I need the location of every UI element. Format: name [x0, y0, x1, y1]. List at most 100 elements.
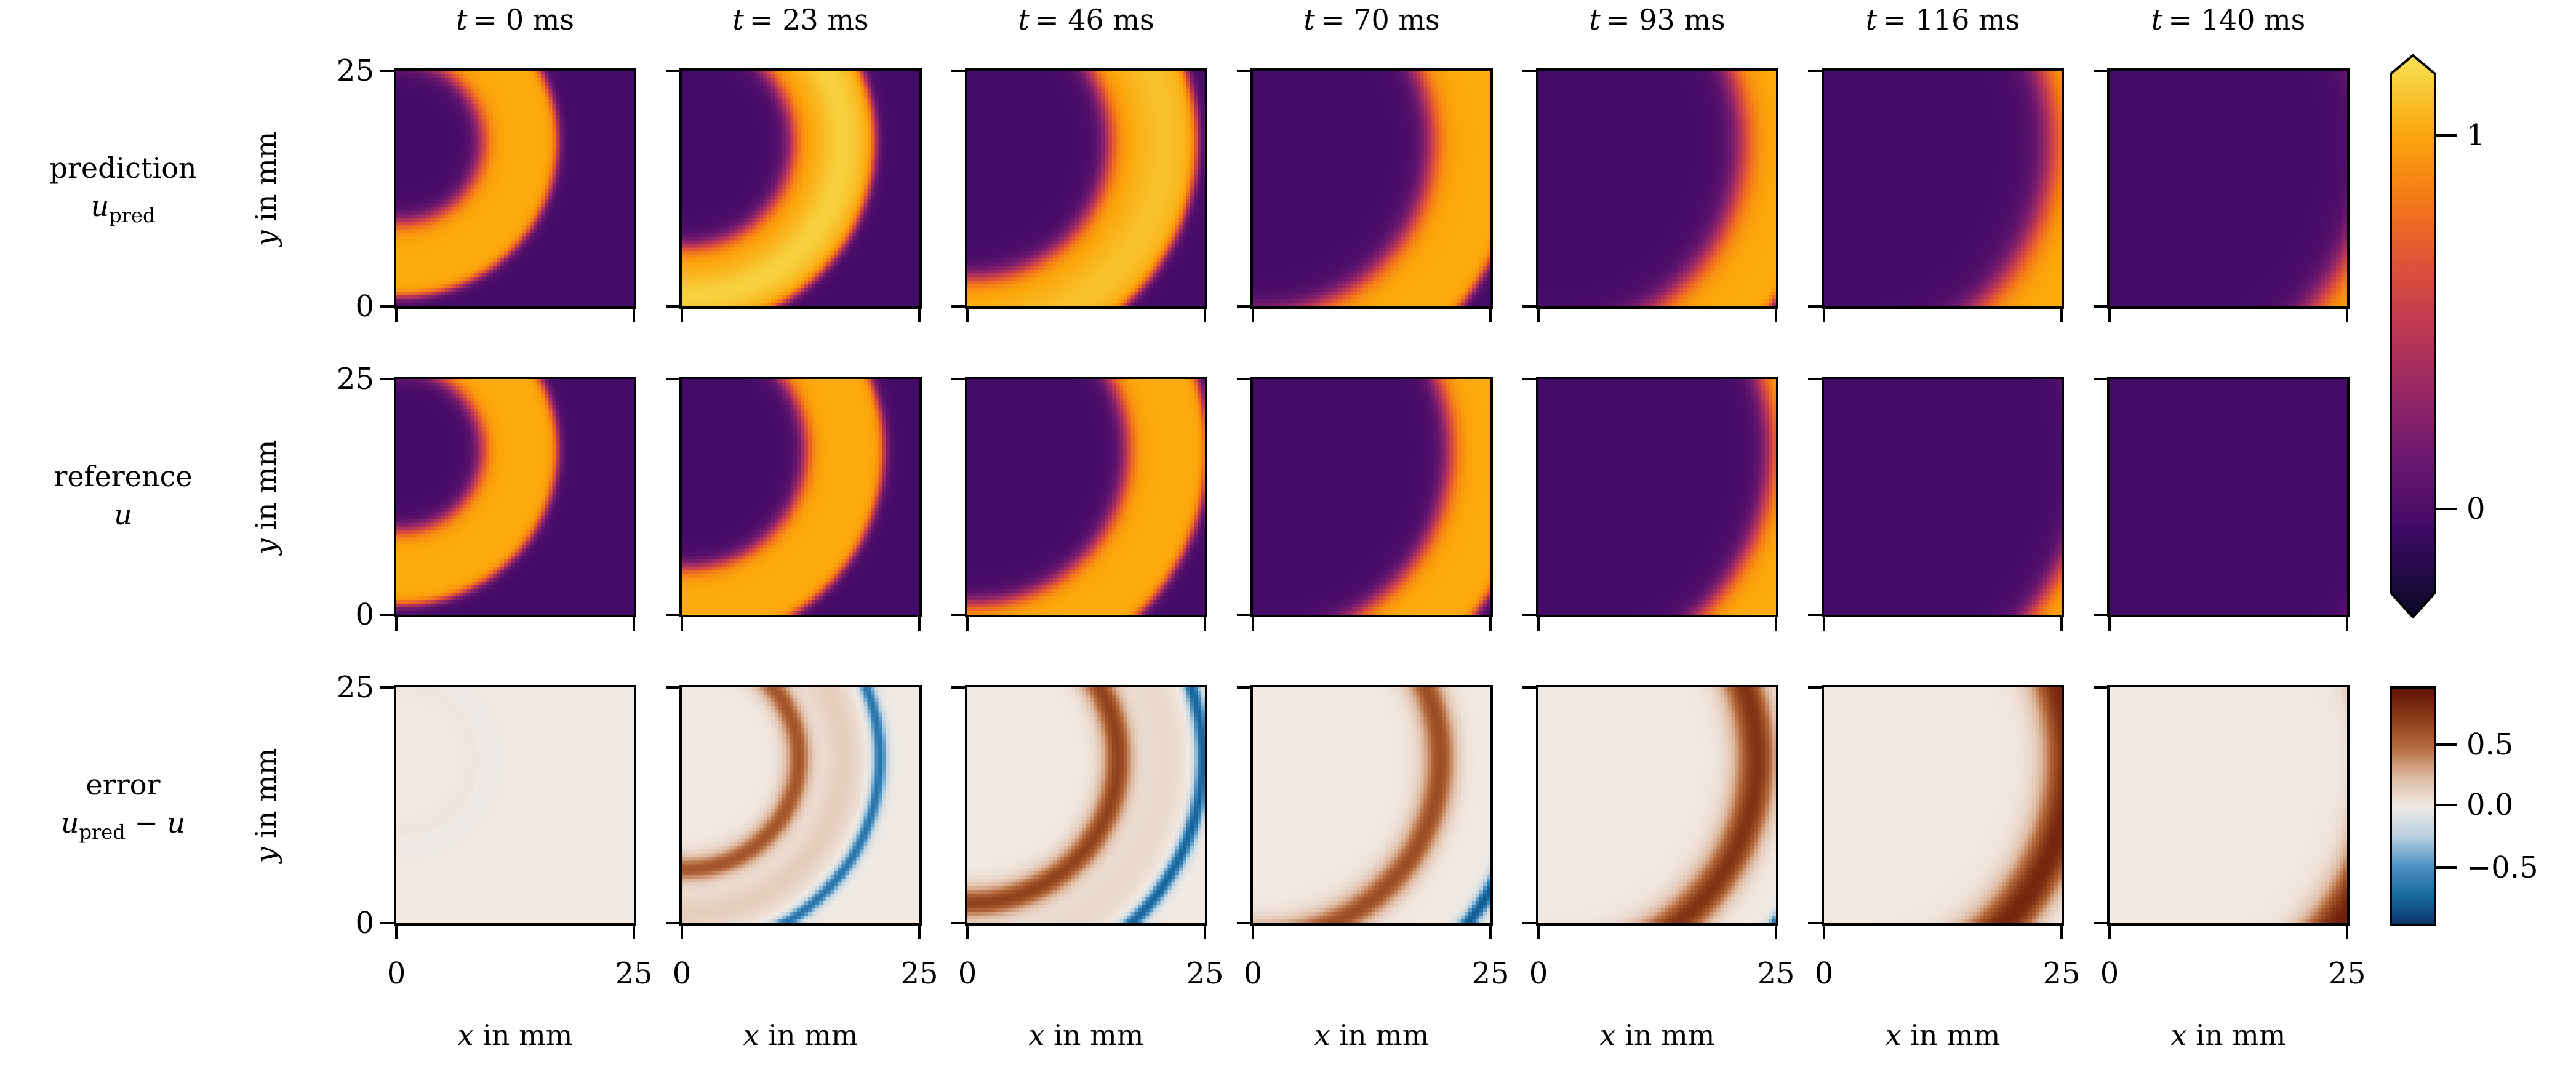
x-axis-tick	[2108, 923, 2111, 939]
colorbar-error-tick-label: 0.0	[2466, 788, 2514, 822]
heatmap-canvas	[967, 379, 1205, 615]
x-axis-symbol: x	[1599, 1018, 1616, 1052]
x-axis-tick	[1252, 615, 1254, 631]
heatmap-canvas	[396, 379, 634, 615]
y-axis-tick	[380, 305, 396, 308]
x-axis-tick	[2346, 306, 2348, 322]
heatmap-panel-reference-t116	[1822, 377, 2064, 617]
title-time-value: = 93 ms	[1600, 3, 1726, 36]
row-label-math: upred − u	[0, 804, 246, 851]
x-axis-tick	[395, 306, 398, 322]
x-axis-unit: in mm	[2186, 1018, 2286, 1052]
heatmap-panel-reference-t46	[965, 377, 1207, 617]
y-axis-tick	[1522, 378, 1538, 380]
y-axis-tick	[666, 614, 682, 616]
x-tick-label-0: 0	[2100, 956, 2119, 991]
x-axis-tick	[2060, 306, 2063, 322]
column-title: t = 0 ms	[396, 1, 634, 38]
x-axis-label: x in mm	[2110, 1017, 2347, 1054]
y-axis-tick	[1522, 70, 1538, 72]
y-axis-tick	[666, 378, 682, 380]
row-label-math-part: pred	[109, 204, 156, 227]
row-label-error: error upred − u	[0, 766, 246, 851]
colorbar-error-tick-label: 0.5	[2466, 727, 2514, 762]
row-label-math-part: u	[90, 190, 110, 223]
row-label-math-part: −	[125, 806, 167, 839]
heatmap-panel-reference-t70	[1250, 377, 1493, 617]
x-tick-label-0: 0	[1814, 956, 1834, 991]
x-axis-tick	[2060, 615, 2063, 631]
y-tick-label-0: 0	[355, 598, 374, 632]
y-tick-label-0: 0	[355, 906, 374, 940]
column-title: t = 70 ms	[1253, 1, 1490, 38]
row-label-math-part: pred	[79, 820, 126, 844]
x-axis-tick	[2108, 306, 2111, 322]
heatmap-panel-prediction-t140	[2107, 68, 2350, 309]
y-axis-tick	[1237, 378, 1253, 380]
x-axis-tick	[1252, 306, 1254, 322]
y-tick-label-0: 0	[355, 289, 374, 324]
x-axis-symbol: x	[1885, 1018, 1902, 1052]
y-axis-tick	[951, 922, 967, 924]
x-axis-tick	[1537, 615, 1540, 631]
x-axis-tick	[1204, 306, 1206, 322]
heatmap-canvas	[396, 687, 634, 923]
y-axis-label: y in mm	[247, 97, 284, 281]
x-axis-symbol: x	[743, 1018, 759, 1052]
title-time-value: = 0 ms	[467, 3, 574, 36]
x-axis-tick	[1537, 306, 1540, 322]
x-axis-unit: in mm	[759, 1018, 858, 1052]
heatmap-panel-error-t23	[679, 685, 922, 926]
title-time-value: = 116 ms	[1877, 3, 2020, 36]
heatmap-panel-reference-t0	[394, 377, 636, 617]
x-tick-label-25: 25	[1471, 956, 1510, 991]
title-time-value: = 140 ms	[2162, 3, 2306, 36]
y-axis-symbol: y	[249, 846, 282, 863]
column-title: t = 93 ms	[1538, 1, 1776, 38]
y-axis-label: y in mm	[247, 713, 284, 898]
heatmap-canvas	[1253, 71, 1490, 306]
x-axis-symbol: x	[1028, 1018, 1045, 1052]
y-axis-tick	[666, 305, 682, 308]
heatmap-canvas	[396, 71, 634, 306]
row-label-prediction: prediction upred	[0, 149, 246, 234]
column-title: t = 23 ms	[682, 1, 919, 38]
x-tick-label-0: 0	[1529, 956, 1548, 991]
colorbar-u-tick	[2435, 134, 2457, 137]
row-label-line1: prediction	[49, 151, 197, 185]
y-axis-tick	[380, 922, 396, 924]
heatmap-panel-prediction-t46	[965, 68, 1207, 309]
x-axis-label: x in mm	[396, 1017, 634, 1054]
y-axis-tick	[951, 70, 967, 72]
y-axis-symbol: y	[249, 538, 282, 554]
heatmap-panel-error-t93	[1536, 685, 1778, 926]
heatmap-canvas	[1253, 379, 1490, 615]
row-label-line1: reference	[54, 460, 193, 493]
heatmap-panel-prediction-t0	[394, 68, 636, 309]
x-axis-tick	[681, 615, 683, 631]
x-axis-symbol: x	[457, 1018, 474, 1052]
x-tick-label-25: 25	[1757, 956, 1795, 991]
y-axis-tick	[1522, 305, 1538, 308]
x-axis-tick	[1537, 923, 1540, 939]
x-axis-symbol: x	[1314, 1018, 1330, 1052]
heatmap-panel-error-t0	[394, 685, 636, 926]
y-axis-tick	[1808, 614, 1824, 616]
x-tick-label-25: 25	[2042, 956, 2081, 991]
title-time-symbol: t	[1018, 3, 1030, 36]
title-time-value: = 46 ms	[1029, 3, 1154, 36]
x-axis-tick	[966, 923, 969, 939]
heatmap-panel-prediction-t116	[1822, 68, 2064, 309]
heatmap-canvas	[682, 687, 919, 923]
title-time-symbol: t	[1865, 3, 1878, 36]
title-time-value: = 70 ms	[1314, 3, 1440, 36]
colorbar-u	[2390, 54, 2436, 618]
row-label-math-part: u	[167, 806, 186, 839]
x-axis-unit: in mm	[1044, 1018, 1144, 1052]
x-tick-label-0: 0	[1243, 956, 1263, 991]
heatmap-panel-prediction-t23	[679, 68, 922, 309]
x-axis-label: x in mm	[1538, 1017, 1776, 1054]
title-time-symbol: t	[456, 3, 468, 36]
colorbar-error-tick	[2435, 804, 2457, 806]
colorbar-error	[2390, 686, 2436, 926]
